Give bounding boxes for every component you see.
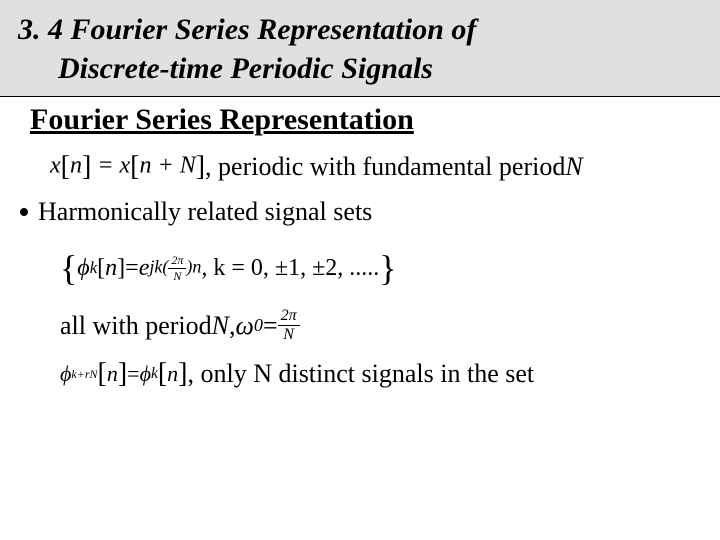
eq2-formula: { ϕk[n] = e jk(2πN)n , k = 0, ±1, ±2, ..…	[60, 247, 397, 289]
title-line-1: 3. 4 Fourier Series Representation of	[18, 10, 702, 49]
bullet-icon	[20, 208, 28, 216]
eq3-var: N	[212, 311, 229, 341]
eq4-text: , only N distinct signals in the set	[187, 359, 534, 389]
equation-4-row: ϕk+rN[n] = ϕk[n] , only N distinct signa…	[0, 348, 720, 394]
equation-3-row: all with period N , ω0 = 2πN	[0, 303, 720, 348]
bullet-1-row: Harmonically related signal sets	[0, 187, 720, 233]
eq3-prefix: all with period	[60, 311, 212, 341]
equation-2-row: { ϕk[n] = e jk(2πN)n , k = 0, ±1, ±2, ..…	[0, 233, 720, 303]
section-title-bar: 3. 4 Fourier Series Representation of Di…	[0, 0, 720, 97]
eq3-formula: ω0 = 2πN	[235, 307, 299, 344]
equation-1-row: x[n] = x[n + N] , periodic with fundamen…	[0, 141, 720, 187]
eq4-formula: ϕk+rN[n] = ϕk[n]	[60, 358, 187, 390]
bullet-1-text: Harmonically related signal sets	[38, 197, 372, 227]
title-line-2: Discrete-time Periodic Signals	[18, 49, 702, 88]
eq1-text: , periodic with fundamental period	[205, 152, 565, 182]
eq1-var: N	[565, 152, 582, 182]
subtitle: Fourier Series Representation	[0, 97, 720, 141]
eq1-formula: x[n] = x[n + N]	[50, 151, 205, 183]
